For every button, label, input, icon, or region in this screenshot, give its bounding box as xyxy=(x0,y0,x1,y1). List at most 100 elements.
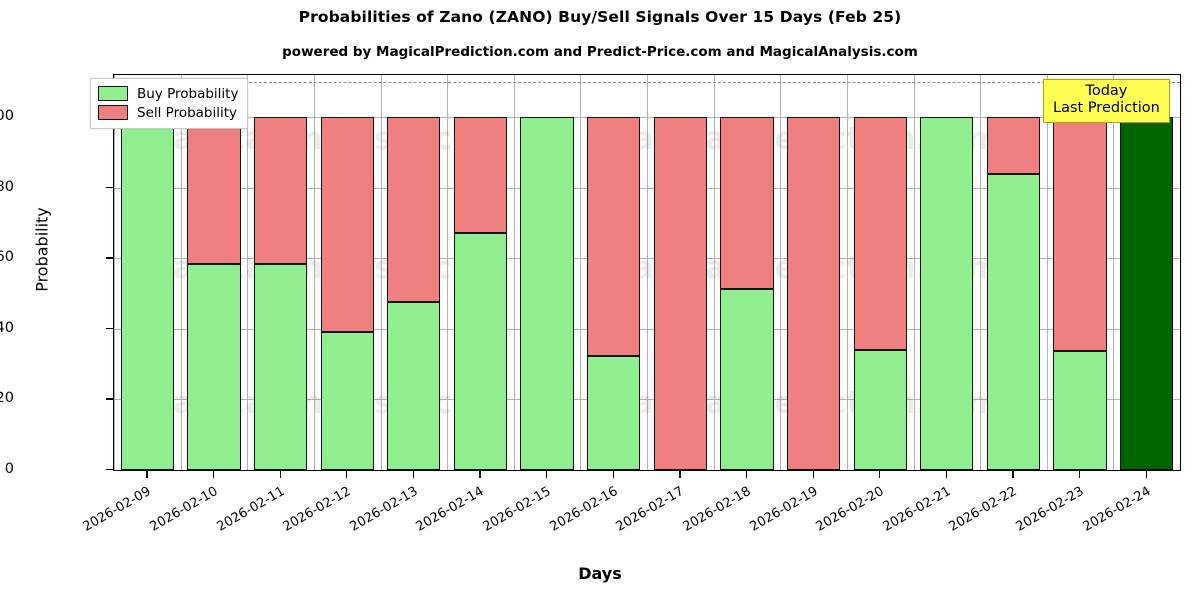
chart-legend: Buy Probability Sell Probability xyxy=(90,78,249,129)
threshold-dashed-line xyxy=(114,82,1180,84)
x-axis-tick xyxy=(745,471,748,478)
bar-group[interactable] xyxy=(653,75,707,470)
x-axis-label: Days xyxy=(578,564,622,583)
x-axis-tick xyxy=(212,471,215,478)
gridline-vertical xyxy=(980,75,982,470)
bar-segment-sell[interactable] xyxy=(253,117,308,265)
bars-layer xyxy=(114,75,1180,470)
bar-segment-sell[interactable] xyxy=(786,117,841,470)
y-axis-tick xyxy=(106,327,113,330)
bar-group[interactable] xyxy=(920,75,974,470)
bar-segment-sell[interactable] xyxy=(720,117,774,290)
legend-item-buy: Buy Probability xyxy=(98,84,238,103)
gridline-vertical xyxy=(247,75,249,470)
gridline-vertical xyxy=(313,75,315,470)
bar-segment-sell[interactable] xyxy=(587,117,641,356)
gridline-vertical xyxy=(846,75,848,470)
today-annotation-line2: Last Prediction xyxy=(1053,100,1160,117)
y-axis-tick xyxy=(106,398,113,400)
bar-segment-sell[interactable] xyxy=(187,117,241,264)
gridline-vertical xyxy=(447,75,449,470)
bar-segment-today[interactable] xyxy=(1120,117,1174,470)
y-axis-tick xyxy=(106,257,113,259)
y-axis-tick-label: 80 xyxy=(0,178,14,195)
gridline-vertical xyxy=(1180,75,1181,470)
legend-swatch-sell xyxy=(98,105,128,120)
gridline-vertical xyxy=(513,75,515,470)
plot-area: MagicalAnalysis.comMagicalPrediction.com… xyxy=(113,74,1181,471)
bar-group[interactable] xyxy=(320,75,374,470)
gridline-vertical xyxy=(1046,75,1048,470)
bar-segment-sell[interactable] xyxy=(853,117,907,351)
y-axis-tick xyxy=(106,469,113,471)
bar-group[interactable] xyxy=(453,75,508,470)
bar-segment-buy[interactable] xyxy=(587,355,641,470)
bar-segment-sell[interactable] xyxy=(320,117,374,333)
gridline-vertical xyxy=(647,75,648,470)
bar-segment-sell[interactable] xyxy=(453,117,508,234)
bar-group[interactable] xyxy=(986,75,1041,470)
bar-group[interactable] xyxy=(187,75,241,470)
legend-label-buy: Buy Probability xyxy=(137,85,239,102)
today-annotation: Today Last Prediction xyxy=(1043,79,1170,124)
bar-segment-buy[interactable] xyxy=(920,117,974,470)
bar-segment-buy[interactable] xyxy=(320,332,374,470)
x-axis-tick xyxy=(279,471,281,478)
bar-segment-sell[interactable] xyxy=(1053,117,1107,351)
gridline-vertical xyxy=(380,75,382,470)
gridline-horizontal xyxy=(114,470,1180,471)
bar-segment-buy[interactable] xyxy=(853,350,907,470)
gridline-vertical xyxy=(114,75,115,470)
x-axis-tick xyxy=(1145,471,1147,478)
y-axis-tick-label: 0 xyxy=(4,461,14,477)
x-axis-tick xyxy=(1012,471,1014,478)
bar-segment-buy[interactable] xyxy=(1053,350,1107,470)
bar-segment-buy[interactable] xyxy=(986,173,1041,470)
legend-label-sell: Sell Probability xyxy=(137,104,238,121)
bar-segment-sell[interactable] xyxy=(387,117,441,302)
bar-segment-sell[interactable] xyxy=(986,117,1041,174)
bar-segment-buy[interactable] xyxy=(120,117,174,470)
bar-segment-sell[interactable] xyxy=(653,117,707,470)
x-axis-tick xyxy=(412,471,414,478)
gridline-vertical xyxy=(580,75,582,470)
bar-group[interactable] xyxy=(786,75,841,470)
bar-segment-buy[interactable] xyxy=(720,289,774,470)
bar-segment-buy[interactable] xyxy=(387,301,441,470)
y-axis-tick-label: 100 xyxy=(0,108,14,125)
gridline-vertical xyxy=(913,75,915,470)
bar-group[interactable] xyxy=(253,75,308,470)
bar-group[interactable] xyxy=(587,75,641,470)
bar-segment-buy[interactable] xyxy=(520,117,574,470)
bar-group[interactable] xyxy=(853,75,907,470)
x-axis-tick xyxy=(812,471,814,478)
x-axis-tick xyxy=(612,471,614,478)
x-axis-tick xyxy=(546,471,548,478)
x-axis-tick xyxy=(679,471,681,478)
y-axis-label: Probability xyxy=(32,207,52,292)
bar-group[interactable] xyxy=(120,75,174,470)
legend-swatch-buy xyxy=(98,86,128,101)
bar-group[interactable] xyxy=(1053,75,1107,470)
y-axis-tick-label: 20 xyxy=(0,390,14,407)
bar-group[interactable] xyxy=(520,75,574,470)
y-axis-tick xyxy=(106,186,113,189)
today-annotation-line1: Today xyxy=(1085,83,1128,99)
chart-title: Probabilities of Zano (ZANO) Buy/Sell Si… xyxy=(298,8,902,26)
x-axis-tick xyxy=(879,471,881,478)
bar-group[interactable] xyxy=(1120,75,1174,470)
x-axis-tick xyxy=(479,471,481,478)
bar-group[interactable] xyxy=(387,75,441,470)
bar-segment-buy[interactable] xyxy=(453,233,508,470)
y-axis-tick-label: 40 xyxy=(0,319,14,336)
bar-segment-buy[interactable] xyxy=(253,264,308,470)
chart-subtitle: powered by MagicalPrediction.com and Pre… xyxy=(282,44,918,60)
x-axis-tick xyxy=(146,471,148,478)
gridline-vertical xyxy=(180,75,182,470)
x-axis-tick xyxy=(945,471,947,478)
bar-segment-buy[interactable] xyxy=(187,263,241,470)
bar-group[interactable] xyxy=(720,75,774,470)
gridline-vertical xyxy=(713,75,715,470)
gridline-vertical xyxy=(1113,75,1115,470)
